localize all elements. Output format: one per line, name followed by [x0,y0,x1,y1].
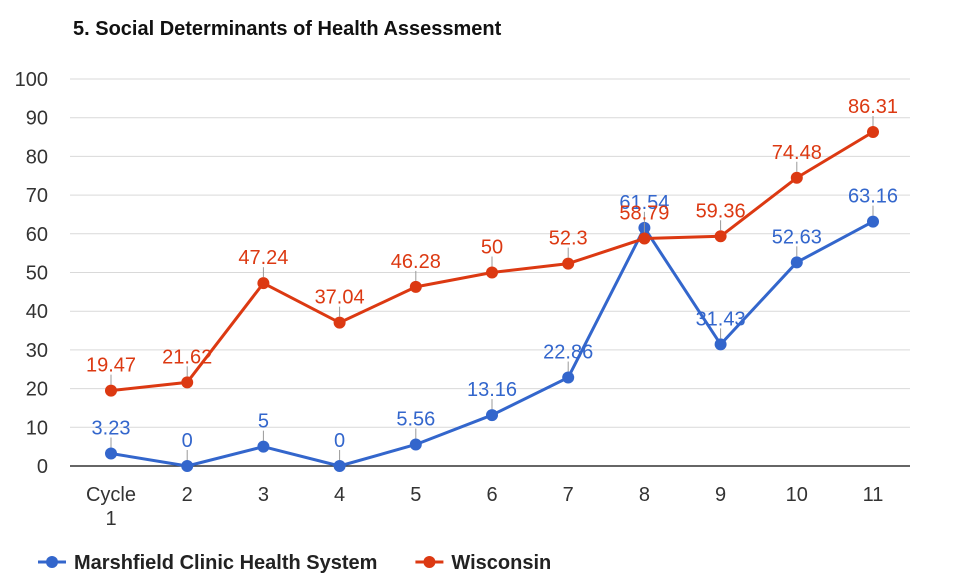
legend-entry[interactable]: Marshfield Clinic Health System [74,552,377,574]
data-point[interactable] [257,277,270,290]
data-point[interactable] [333,460,346,472]
y-tick-label: 20 [26,379,48,401]
x-tick-label: 4 [334,484,345,506]
data-label: 0 [334,430,345,452]
data-label: 74.48 [772,142,822,164]
legend[interactable]: Marshfield Clinic Health System Wisconsin [38,552,551,574]
data-label: 37.04 [315,287,365,309]
x-tick-label: 2 [182,484,193,506]
data-point[interactable] [257,440,270,453]
legend-swatch-dot [423,556,436,568]
data-point[interactable] [790,171,803,184]
data-point[interactable] [714,230,727,243]
data-label: 59.36 [696,200,746,222]
x-tick-label: 9 [715,484,726,506]
x-tick-label: 8 [639,484,650,506]
data-label: 5 [258,411,269,433]
data-label: 31.43 [696,308,746,330]
data-point[interactable] [562,371,575,384]
legend-swatch-dot [46,556,58,568]
data-labels: 3.230505.5613.1622.8661.5431.4352.6363.1… [86,96,898,460]
data-point[interactable] [181,460,194,472]
data-label: 19.47 [86,355,136,377]
data-label: 61.54 [619,192,669,214]
x-tick-label: Cycle 1 [86,484,136,530]
data-point[interactable] [486,266,498,279]
data-point[interactable] [867,125,879,138]
data-point[interactable] [867,215,879,228]
data-label: 50 [481,237,503,259]
x-tick-label: 10 [786,484,808,506]
data-point[interactable] [409,438,422,451]
data-point[interactable] [790,256,803,269]
x-tick-label: 11 [863,484,884,506]
y-tick-label: 60 [26,224,48,246]
data-label: 46.28 [391,251,441,273]
y-tick-label: 30 [26,340,48,362]
x-tick-label: 5 [410,484,421,506]
data-label: 3.23 [92,417,131,439]
data-point[interactable] [105,384,117,397]
data-point[interactable] [638,232,651,245]
x-tick-label: 3 [258,484,269,506]
data-point[interactable] [105,447,117,460]
chart-title: 5. Social Determinants of Health Assessm… [73,18,502,40]
data-label: 13.16 [467,379,517,401]
y-tick-label: 90 [26,108,48,130]
legend-entry[interactable]: Wisconsin [451,552,551,574]
x-tick-label: 7 [563,484,574,506]
data-point[interactable] [409,280,422,293]
y-tick-label: 0 [37,456,48,478]
y-tick-label: 10 [26,417,48,439]
data-point[interactable] [486,409,498,422]
data-point[interactable] [333,316,346,329]
y-tick-label: 100 [15,69,48,91]
x-tick-label: 6 [486,484,497,506]
data-label: 63.16 [848,186,898,208]
data-label: 58.79 [619,202,669,224]
y-tick-label: 70 [26,185,48,207]
series-lines [105,125,879,472]
data-label: 52.3 [549,228,588,250]
y-tick-label: 40 [26,301,48,323]
data-label: 22.86 [543,342,593,364]
data-label: 5.56 [396,408,435,430]
y-tick-label: 80 [26,146,48,168]
data-label: 21.62 [162,346,212,368]
data-label: 52.63 [772,226,822,248]
data-label: 47.24 [238,247,288,269]
data-label: 0 [182,430,193,452]
data-point[interactable] [714,338,727,351]
data-point[interactable] [181,376,194,389]
data-label: 86.31 [848,96,898,118]
y-tick-label: 50 [26,263,48,285]
data-point[interactable] [562,257,575,270]
